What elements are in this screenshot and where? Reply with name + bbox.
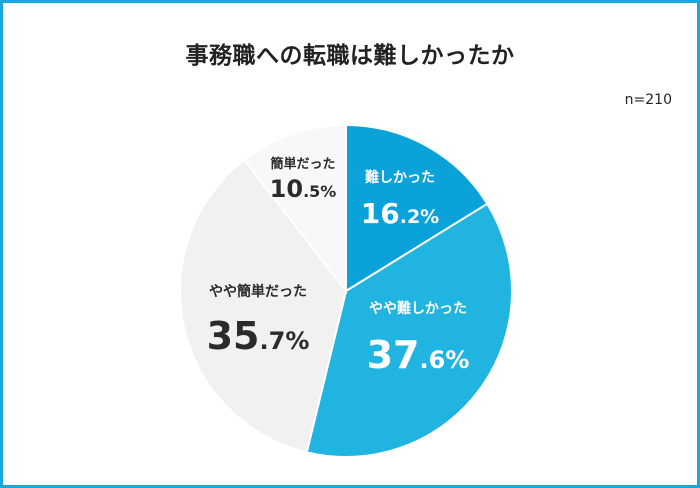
slice-value-dec-4: .5% <box>303 182 336 201</box>
sample-size: n=210 <box>624 92 672 108</box>
chart-title: 事務職への転職は難しかったか <box>185 43 515 69</box>
slice-value-int-4: 10 <box>270 175 303 203</box>
slice-value-int-1: 16 <box>361 197 400 230</box>
slice-label-4: 簡単だった <box>269 156 335 172</box>
slice-value-dec-2: .6% <box>420 346 470 374</box>
pie-slice-1 <box>345 123 489 293</box>
slice-value-3: 35.7% <box>207 314 310 358</box>
slice-value-2: 37.6% <box>367 333 470 377</box>
slice-value-dec-3: .7% <box>260 327 310 355</box>
pie-labels: 難しかった 16.2% やや難しかった 37.6% やや簡単だった 35.7% 簡単だった 1… <box>207 156 470 377</box>
slice-value-dec-1: .2% <box>400 206 439 228</box>
pie-slice-2 <box>305 202 513 458</box>
slice-value-int-2: 37 <box>367 333 420 377</box>
slice-label-2: やや難しかった <box>369 300 467 317</box>
pie-slice-4 <box>242 123 347 294</box>
slice-label-1: 難しかった <box>365 169 435 186</box>
slice-value-int-3: 35 <box>207 314 260 358</box>
pie-slices <box>179 123 513 458</box>
slice-value-1: 16.2% <box>361 197 439 230</box>
pie-slice-3 <box>179 158 348 454</box>
slice-label-3: やや簡単だった <box>209 283 307 300</box>
slice-value-4: 10.5% <box>270 175 337 203</box>
